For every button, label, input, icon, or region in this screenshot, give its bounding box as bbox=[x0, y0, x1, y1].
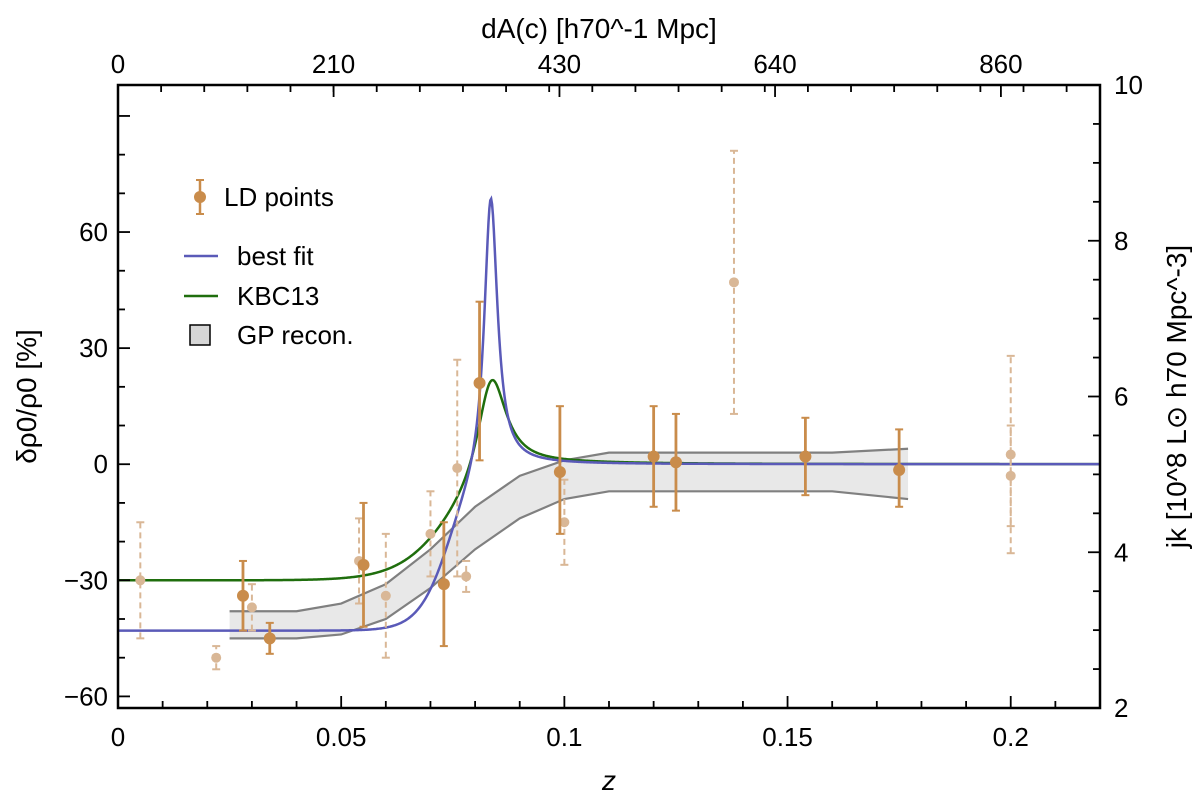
gp-band-upper bbox=[229, 447, 909, 613]
ld-faint-point-7-marker bbox=[461, 571, 472, 582]
y-axis-label-right: jk [10^8 L⊙ h70 Mpc^-3] bbox=[1161, 245, 1192, 549]
gp-band-lower bbox=[229, 490, 909, 640]
curve-layer bbox=[118, 195, 1100, 632]
best-fit-line bbox=[118, 195, 1100, 632]
legend: LD points best fit KBC13 GP recon. bbox=[184, 179, 354, 350]
ld-faint-point-5-marker bbox=[425, 528, 436, 539]
x-top-tick-label: 0 bbox=[111, 49, 125, 79]
point-layer bbox=[135, 149, 1016, 671]
legend-gp-label: GP recon. bbox=[237, 320, 354, 350]
ld-faint-point-0-marker bbox=[135, 575, 146, 586]
y-tick-label: 60 bbox=[79, 217, 108, 247]
legend-bestfit-label: best fit bbox=[237, 241, 314, 271]
ld-faint-point-1-marker bbox=[211, 652, 222, 663]
ld-point-9-marker bbox=[893, 464, 906, 477]
ld-point-2-marker bbox=[357, 558, 370, 571]
legend-ld-marker bbox=[194, 191, 206, 203]
legend-kbc13-label: KBC13 bbox=[237, 281, 319, 311]
tick-label-layer: 0 0.05 0.1 0.15 0.2 −60 −30 0 30 60 2 4 6 8 10 0 210 430 6… bbox=[64, 49, 1143, 752]
ld-point-0-marker bbox=[236, 589, 249, 602]
x-top-tick-label: 430 bbox=[538, 49, 581, 79]
y-tick-label: 30 bbox=[79, 333, 108, 363]
legend-gp-swatch bbox=[189, 324, 211, 346]
y-right-tick-label: 2 bbox=[1114, 693, 1128, 723]
ld-faint-point-2-marker bbox=[246, 602, 257, 613]
y-tick-label: −60 bbox=[64, 681, 108, 711]
ld-point-3-marker bbox=[437, 578, 450, 591]
x-tick-label: 0.2 bbox=[993, 722, 1029, 752]
x-tick-label: 0.15 bbox=[762, 722, 813, 752]
y-right-tick-label: 8 bbox=[1114, 226, 1128, 256]
gp-band-layer bbox=[229, 447, 909, 640]
tick-layer bbox=[117, 84, 1101, 709]
ld-faint-point-6-marker bbox=[452, 463, 463, 474]
legend-ld-label: LD points bbox=[224, 182, 334, 212]
ld-point-5-marker bbox=[553, 465, 566, 478]
ld-point-7-marker bbox=[669, 456, 682, 469]
x-top-tick-label: 860 bbox=[979, 49, 1022, 79]
x-axis-label: z bbox=[601, 765, 616, 796]
x-top-tick-label: 210 bbox=[312, 49, 355, 79]
x-top-tick-label: 640 bbox=[753, 49, 796, 79]
y-right-tick-label: 10 bbox=[1114, 70, 1143, 100]
ld-point-8-marker bbox=[799, 450, 812, 463]
x-tick-label: 0.05 bbox=[316, 722, 367, 752]
y-axis-label-left: δρ0/ρ0 [%] bbox=[11, 329, 42, 464]
x-tick-label: 0.1 bbox=[546, 722, 582, 752]
ld-faint-point-8-marker bbox=[559, 517, 570, 528]
ld-point-1-marker bbox=[263, 632, 276, 645]
y-right-tick-label: 4 bbox=[1114, 537, 1128, 567]
y-tick-label: −30 bbox=[64, 565, 108, 595]
ld-faint-point-11-marker bbox=[1005, 470, 1016, 481]
gp-band-fill bbox=[229, 448, 909, 639]
x-tick-label: 0 bbox=[111, 722, 125, 752]
ld-point-6-marker bbox=[647, 450, 660, 463]
x-axis-label-top: dA(c) [h70^-1 Mpc] bbox=[481, 13, 717, 44]
y-tick-label: 0 bbox=[94, 449, 108, 479]
y-right-tick-label: 6 bbox=[1114, 382, 1128, 412]
ld-faint-point-4-marker bbox=[380, 590, 391, 601]
ld-point-4-marker bbox=[473, 376, 486, 389]
ld-faint-point-9-marker bbox=[728, 277, 739, 288]
